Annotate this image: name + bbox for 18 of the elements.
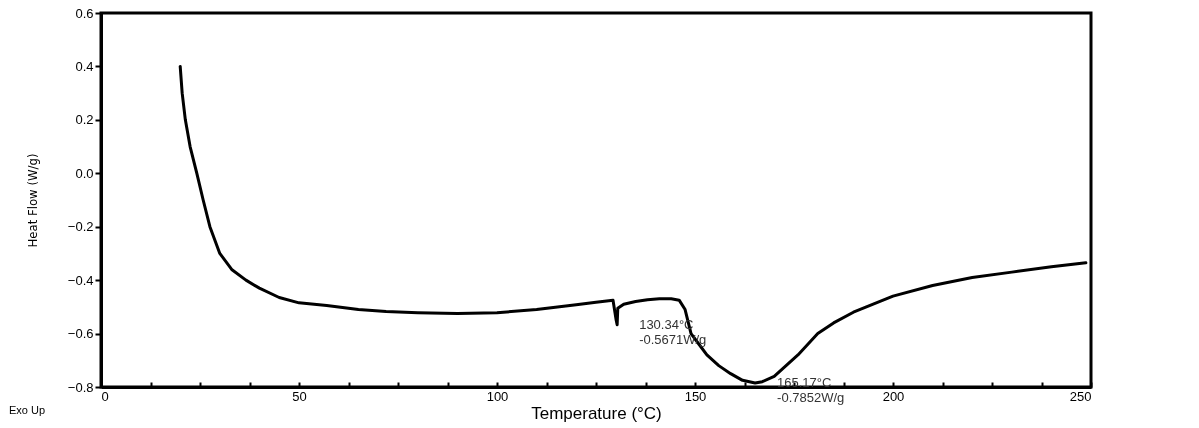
x-tick-label: 150: [684, 388, 707, 404]
y-tick-label: 0.0: [75, 165, 94, 181]
y-tick-label: 0.2: [75, 112, 94, 128]
x-tick-label: 250: [1069, 388, 1092, 404]
text: Exo Up: [9, 404, 46, 416]
y-tick-label: −0.4: [67, 272, 94, 288]
y-tick-label: −0.6: [67, 326, 94, 342]
x-axis-title: Temperature (°C): [531, 403, 662, 423]
y-tick-label: 0.4: [75, 58, 94, 74]
y-tick-label: 0.6: [75, 5, 94, 21]
y-axis-title: Heat Flow (W/g): [24, 153, 40, 248]
y-tick-label: −0.8: [67, 379, 94, 395]
x-tick-label: 50: [292, 388, 307, 404]
x-tick-label: 0: [101, 388, 109, 404]
line-series: [178, 64, 1088, 385]
x-tick-label: 200: [882, 388, 905, 404]
y-tick-label: −0.2: [67, 219, 94, 235]
x-tick-label: 100: [486, 388, 509, 404]
